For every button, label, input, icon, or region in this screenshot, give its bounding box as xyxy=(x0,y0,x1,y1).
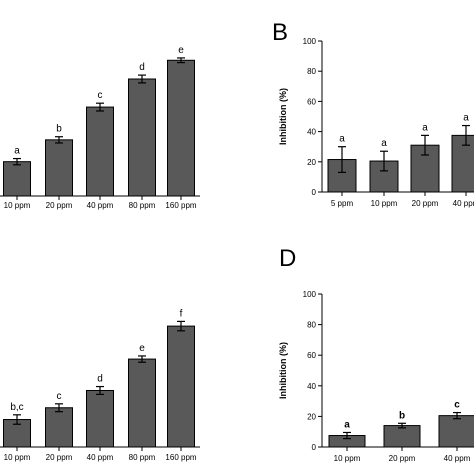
x-tick-label: 10 ppm xyxy=(4,201,31,210)
significance-letter: b xyxy=(399,410,405,421)
y-tick-label: 40 xyxy=(307,382,316,391)
bar xyxy=(438,415,474,448)
bar xyxy=(45,139,73,197)
significance-letter: a xyxy=(422,122,428,133)
x-tick-label: 10 ppm xyxy=(4,453,31,462)
bar xyxy=(128,78,156,197)
y-tick-label: 60 xyxy=(307,351,316,360)
panel-b-chart: B 0 20 40 60 80 100 Inhibition (%) 5 ppm a 10 ppm a… xyxy=(272,19,474,208)
x-tick-label: 20 ppm xyxy=(412,199,439,208)
x-tick-label: 20 ppm xyxy=(389,454,416,463)
panel-label: D xyxy=(279,245,296,272)
panel-a-chart: 10 ppm a 20 ppm b 40 ppm c 80 ppm d 160 ppm e xyxy=(0,45,200,210)
y-tick-label: 20 xyxy=(307,158,316,167)
significance-letter: a xyxy=(339,134,345,145)
y-tick-label: 80 xyxy=(307,321,316,330)
bar xyxy=(451,134,474,193)
panel-c-chart: 10 ppm b,c 20 ppm c 40 ppm d 80 ppm e 160 ppm f xyxy=(0,308,200,462)
bar xyxy=(128,358,156,448)
significance-letter: c xyxy=(98,90,103,101)
significance-letter: a xyxy=(463,113,469,124)
y-tick-label: 0 xyxy=(312,188,317,197)
y-tick-label: 40 xyxy=(307,128,316,137)
significance-letter: b,c xyxy=(10,402,23,413)
significance-letter: d xyxy=(97,374,103,385)
bar xyxy=(383,425,421,448)
significance-letter: f xyxy=(180,308,183,319)
bar xyxy=(3,161,31,197)
bar xyxy=(86,106,114,197)
bar xyxy=(167,325,195,448)
significance-letter: d xyxy=(139,62,145,73)
bar xyxy=(167,59,195,197)
x-tick-label: 5 ppm xyxy=(331,199,354,208)
significance-letter: a xyxy=(344,419,350,430)
x-tick-label: 160 ppm xyxy=(165,453,196,462)
x-tick-label: 20 ppm xyxy=(46,201,73,210)
significance-letter: c xyxy=(57,391,62,402)
x-tick-label: 80 ppm xyxy=(129,453,156,462)
bar xyxy=(45,407,73,448)
y-tick-label: 80 xyxy=(307,67,316,76)
panel-label: B xyxy=(272,19,288,46)
significance-letter: c xyxy=(454,400,460,411)
bar xyxy=(369,160,399,193)
y-tick-label: 60 xyxy=(307,97,316,106)
panel-d-chart: D 0 20 40 60 80 100 Inhibition (%) 10 ppm a 20 ppm… xyxy=(278,245,474,463)
x-tick-label: 40 ppm xyxy=(444,454,471,463)
significance-letter: b xyxy=(56,124,62,135)
x-tick-label: 20 ppm xyxy=(46,453,73,462)
x-tick-label: 80 ppm xyxy=(129,201,156,210)
x-tick-label: 10 ppm xyxy=(371,199,398,208)
y-tick-label: 100 xyxy=(303,290,317,299)
x-tick-label: 10 ppm xyxy=(334,454,361,463)
x-tick-label: 160 ppm xyxy=(165,201,196,210)
significance-letter: e xyxy=(139,343,145,354)
y-tick-label: 0 xyxy=(312,443,317,452)
y-axis-label: Inhibition (%) xyxy=(278,342,288,399)
x-tick-label: 40 ppm xyxy=(453,199,474,208)
significance-letter: a xyxy=(14,146,20,157)
x-tick-label: 40 ppm xyxy=(87,201,114,210)
y-tick-label: 100 xyxy=(303,37,317,46)
x-tick-label: 40 ppm xyxy=(87,453,114,462)
significance-letter: a xyxy=(381,138,387,149)
y-tick-label: 20 xyxy=(307,412,316,421)
significance-letter: e xyxy=(178,45,184,56)
y-axis-label: Inhibition (%) xyxy=(278,88,288,145)
bar xyxy=(86,389,114,448)
